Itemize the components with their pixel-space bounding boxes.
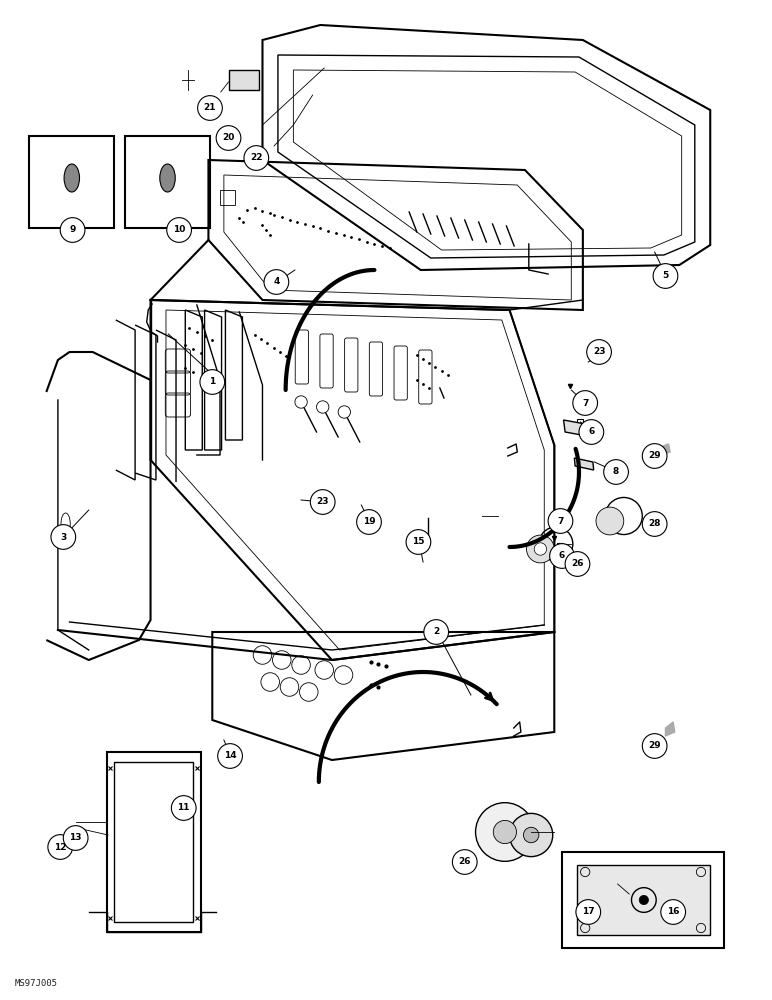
Text: 10: 10 (173, 226, 185, 234)
Circle shape (661, 900, 686, 924)
Ellipse shape (64, 164, 80, 192)
Circle shape (218, 744, 242, 768)
Text: 26: 26 (459, 857, 471, 866)
Text: 19: 19 (363, 518, 375, 526)
Polygon shape (658, 444, 670, 456)
Text: 13: 13 (69, 834, 82, 842)
Circle shape (63, 826, 88, 850)
Circle shape (264, 270, 289, 294)
Circle shape (642, 512, 667, 536)
Circle shape (493, 820, 516, 844)
Circle shape (167, 218, 191, 242)
Text: 4: 4 (273, 277, 279, 286)
Text: 6: 6 (588, 428, 594, 436)
Text: 29: 29 (648, 742, 661, 750)
Text: 2: 2 (433, 628, 439, 637)
Circle shape (579, 420, 604, 444)
Circle shape (476, 803, 534, 861)
Circle shape (244, 146, 269, 170)
Text: 14: 14 (224, 752, 236, 760)
Text: 7: 7 (557, 516, 564, 526)
Polygon shape (564, 420, 587, 436)
Circle shape (338, 406, 350, 418)
Circle shape (310, 490, 335, 514)
Text: 17: 17 (582, 908, 594, 916)
Circle shape (295, 396, 307, 408)
Circle shape (171, 796, 196, 820)
Circle shape (527, 535, 554, 563)
Text: 1: 1 (209, 377, 215, 386)
Text: 21: 21 (204, 104, 216, 112)
Circle shape (60, 218, 85, 242)
Circle shape (406, 530, 431, 554)
Circle shape (216, 126, 241, 150)
Circle shape (639, 895, 648, 905)
Circle shape (642, 734, 667, 758)
Polygon shape (665, 722, 675, 736)
Text: 8: 8 (613, 468, 619, 477)
Circle shape (587, 340, 611, 364)
Text: 23: 23 (317, 497, 329, 506)
Circle shape (573, 391, 598, 415)
Circle shape (317, 401, 329, 413)
Circle shape (576, 900, 601, 924)
Circle shape (198, 96, 222, 120)
Circle shape (534, 543, 547, 555)
Circle shape (48, 835, 73, 859)
Circle shape (548, 509, 573, 533)
Text: 3: 3 (60, 532, 66, 542)
Circle shape (51, 525, 76, 549)
Circle shape (653, 264, 678, 288)
Polygon shape (577, 865, 710, 935)
Circle shape (452, 850, 477, 874)
Text: 9: 9 (69, 226, 76, 234)
Polygon shape (229, 70, 259, 90)
Text: 23: 23 (593, 348, 605, 357)
Text: 11: 11 (178, 804, 190, 812)
Circle shape (523, 827, 539, 843)
Text: 26: 26 (571, 560, 584, 568)
Circle shape (357, 510, 381, 534)
Circle shape (510, 813, 553, 857)
Circle shape (424, 620, 449, 644)
Circle shape (565, 552, 590, 576)
Circle shape (596, 507, 624, 535)
Text: 29: 29 (648, 452, 661, 460)
Text: MS97J005: MS97J005 (15, 979, 58, 988)
Text: 20: 20 (222, 133, 235, 142)
Text: 5: 5 (662, 271, 669, 280)
Text: 6: 6 (559, 552, 565, 560)
Text: 16: 16 (667, 908, 679, 916)
Text: 15: 15 (412, 538, 425, 546)
Text: 12: 12 (54, 842, 66, 852)
Text: 22: 22 (250, 153, 262, 162)
Text: 28: 28 (648, 520, 661, 528)
Circle shape (642, 444, 667, 468)
Circle shape (550, 544, 574, 568)
Text: 7: 7 (582, 398, 588, 408)
Circle shape (604, 460, 628, 484)
Circle shape (200, 370, 225, 394)
Polygon shape (574, 458, 594, 470)
Ellipse shape (160, 164, 175, 192)
